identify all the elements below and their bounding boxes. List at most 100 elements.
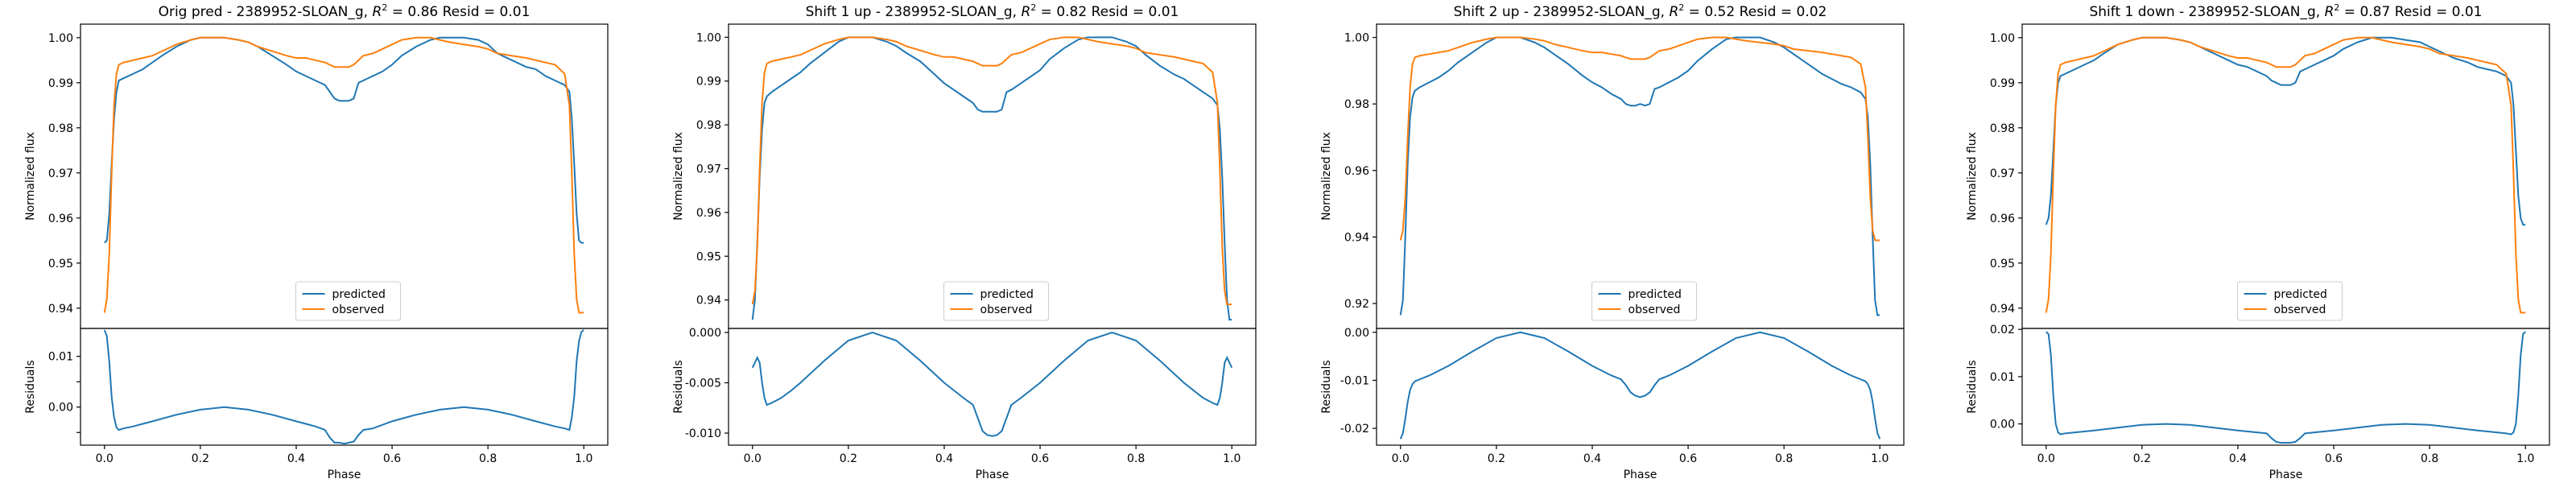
legend: predicted observed [2237,281,2343,321]
x-tick-label: 0.0 [96,452,114,465]
chart-panel-4: Shift 1 down - 2389952-SLOAN_g, R2 = 0.8… [1966,2,2550,481]
y-tick-label: 0.99 [48,77,73,90]
x-tick-label: 0.8 [1775,452,1793,465]
legend-label-predicted: predicted [1629,288,1682,301]
x-tick-label: 0.8 [2421,452,2438,465]
series-line-observed [1399,36,1880,242]
residual-axes: -0.02 -0.01 0.00 Residuals 0.0 0.2 0.4 0.6 0.8 1.… [1320,327,1905,481]
y-tick-label: 0.01 [48,351,73,364]
series-line-residual [103,329,584,445]
x-tick-label: 1.0 [1223,452,1241,465]
chart-title: Shift 1 down - 2389952-SLOAN_g, R2 = 0.8… [2089,2,2482,20]
flux-axes: 0.94 0.95 0.96 0.97 0.98 0.99 1.00 Normalized f… [24,23,609,329]
y-tick-label: -0.01 [1340,374,1369,387]
x-axis-label: Phase [976,469,1009,481]
y-tick-label: 0.96 [1344,165,1369,178]
y-tick-label: 0.01 [1990,371,2015,384]
y-tick-label: 0.97 [48,167,73,180]
series-line-predicted [1399,36,1880,316]
legend: predicted observed [943,281,1049,321]
y-tick-label: 1.00 [1990,32,2015,45]
x-axis-label: Phase [1624,469,1657,481]
y-tick-label: 0.94 [1990,303,2015,316]
y-tick-label: 0.94 [696,295,721,308]
x-tick-label: 0.2 [1488,452,1505,465]
residual-axes: 0.00 0.01 0.02 Residuals 0.0 0.2 0.4 0.6 0.8 1.0 P… [1966,324,2550,481]
x-tick-label: 0.4 [935,452,953,465]
x-tick-label: 1.0 [575,452,592,465]
x-tick-label: 0.4 [2229,452,2247,465]
x-tick-label: 0.0 [2037,452,2055,465]
y-axis-label-residuals: Residuals [672,360,685,413]
x-tick-label: 0.0 [1392,452,1410,465]
series-line-residual [2046,331,2526,444]
x-tick-label: 0.2 [192,452,209,465]
x-tick-label: 0.6 [1031,452,1049,465]
legend-label-observed: observed [2274,303,2326,316]
x-tick-label: 0.0 [744,452,762,465]
flux-axes: 0.94 0.95 0.96 0.97 0.98 0.99 1.00 Normalized f… [672,23,1257,329]
legend: predicted observed [1591,281,1697,321]
x-tick-label: 0.4 [287,452,305,465]
flux-axes: 0.92 0.94 0.96 0.98 1.00 Normalized flux predi… [1320,23,1905,329]
series-line-predicted [751,36,1232,321]
y-axis-label-flux: Normalized flux [1320,132,1333,221]
y-tick-label: 0.97 [1990,167,2015,180]
y-tick-label: 0.98 [1990,122,2015,135]
y-tick-label: -0.010 [685,427,721,440]
y-tick-label: -0.005 [685,378,721,390]
series-line-predicted [104,36,584,244]
series-line-residual [751,331,1233,437]
chart-title: Orig pred - 2389952-SLOAN_g, R2 = 0.86 R… [159,2,530,20]
legend-label-predicted: predicted [2274,288,2327,301]
chart-title: Shift 1 up - 2389952-SLOAN_g, R2 = 0.82 … [806,2,1179,20]
series-line-observed [2045,36,2526,314]
y-tick-label: 0.95 [48,258,73,270]
y-axis-label-residuals: Residuals [24,360,37,413]
legend-label-observed: observed [1629,303,1681,316]
legend-frame [943,281,1049,321]
x-tick-label: 0.2 [840,452,857,465]
chart-panel-2: Shift 1 up - 2389952-SLOAN_g, R2 = 0.82 … [672,2,1257,481]
series-line-observed [751,36,1232,306]
x-tick-label: 0.6 [2325,452,2343,465]
y-axis-label-residuals: Residuals [1320,360,1333,413]
y-tick-label: 0.96 [696,207,721,220]
y-tick-label: 0.98 [48,122,73,135]
series-line-residual [1399,331,1881,440]
x-tick-label: 0.6 [1679,452,1697,465]
y-axis-label-flux: Normalized flux [672,132,685,221]
x-tick-label: 0.4 [1583,452,1601,465]
legend-label-predicted: predicted [980,288,1034,301]
series-line-observed [103,36,584,314]
y-tick-label: 0.95 [696,250,721,263]
y-tick-label: 0.98 [1344,98,1369,111]
y-tick-label: 0.000 [689,327,721,340]
y-tick-label: 0.99 [696,76,721,89]
y-tick-label: 0.97 [696,163,721,175]
bottom-axes-frame [728,328,1257,446]
x-tick-label: 0.8 [1127,452,1145,465]
y-tick-label: 0.92 [1344,298,1369,311]
x-tick-label: 1.0 [1871,452,1889,465]
legend-label-observed: observed [980,303,1033,316]
legend-frame [295,281,401,321]
bottom-axes-frame [1376,328,1905,446]
y-tick-label: 0.00 [48,402,73,415]
chart-panel-3: Shift 2 up - 2389952-SLOAN_g, R2 = 0.52 … [1320,2,1905,481]
y-tick-label: 1.00 [696,31,721,44]
y-tick-label: -0.02 [1340,423,1369,436]
legend-label-observed: observed [332,303,385,316]
y-tick-label: 0.00 [1990,419,2015,431]
y-tick-label: 0.99 [1990,77,2015,90]
legend-frame [1591,281,1697,321]
legend-frame [2237,281,2343,321]
bottom-axes-frame [2021,328,2550,446]
chart-title: Shift 2 up - 2389952-SLOAN_g, R2 = 0.52 … [1454,2,1827,20]
chart-panel-1: Orig pred - 2389952-SLOAN_g, R2 = 0.86 R… [24,2,609,481]
y-tick-label: 0.94 [1344,231,1369,244]
y-tick-label: 1.00 [48,32,73,45]
residual-axes: -0.010 -0.005 0.000 Residuals 0.0 0.2 0.4 0.6 0.… [672,327,1257,481]
legend: predicted observed [295,281,401,321]
